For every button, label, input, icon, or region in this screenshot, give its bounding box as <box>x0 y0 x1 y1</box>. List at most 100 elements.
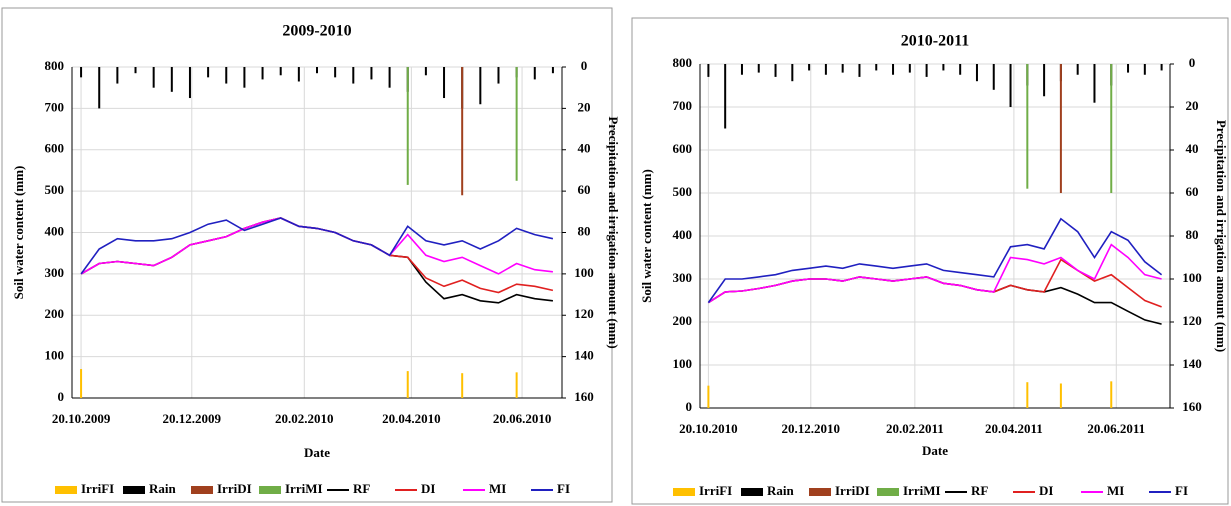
bar <box>757 64 760 73</box>
legend-label: IrriFI <box>699 483 732 498</box>
bar <box>841 64 844 73</box>
y2-axis-title: Precipitation and irrigation amount (mm) <box>606 116 621 348</box>
legend-label: IrriDI <box>217 481 252 496</box>
y2-tick-label: 160 <box>574 389 594 404</box>
y2-tick-label: 100 <box>574 265 594 280</box>
bar <box>1043 64 1046 97</box>
bar <box>1160 64 1163 71</box>
line-series <box>80 217 553 275</box>
y2-tick-label: 20 <box>578 99 591 114</box>
legend-label: RF <box>971 483 988 498</box>
y-tick-label: 700 <box>673 98 693 113</box>
y-tick-label: 400 <box>673 227 693 242</box>
bar <box>533 67 536 80</box>
y2-tick-label: 120 <box>574 306 594 321</box>
legend-swatch <box>55 486 77 494</box>
bar <box>316 67 318 74</box>
y-tick-label: 200 <box>673 313 693 328</box>
bar <box>207 67 210 78</box>
bar <box>461 67 464 196</box>
y2-axis-title: Precipitation and irrigation amount (mm) <box>1214 120 1229 352</box>
bar <box>942 64 945 71</box>
y2-tick-label: 140 <box>1182 356 1202 371</box>
bar <box>152 67 155 88</box>
y2-tick-label: 140 <box>574 348 594 363</box>
y-tick-label: 400 <box>45 223 65 238</box>
bar <box>116 67 119 84</box>
plot: 2010-2011 0 100 200 300 400 500 600 700 800 0 20 40 6… <box>639 33 1229 498</box>
legend-swatch <box>191 486 213 494</box>
x-axis-title: Date <box>304 445 330 460</box>
x-tick-label: 20.02.2011 <box>886 421 944 436</box>
panel-frame <box>631 17 1229 505</box>
bar <box>925 64 928 77</box>
x-tick-label: 20.02.2010 <box>275 411 334 426</box>
x-tick-label: 20.10.2009 <box>52 411 111 426</box>
bar <box>352 67 355 84</box>
bar <box>992 64 995 90</box>
bar <box>388 67 391 88</box>
legend-label: IrriDI <box>835 483 870 498</box>
bar <box>707 64 710 77</box>
bar <box>1009 64 1012 107</box>
bar <box>1076 64 1079 75</box>
bar <box>1059 383 1062 408</box>
bar <box>551 67 554 74</box>
x-tick-label: 20.12.2009 <box>163 411 222 426</box>
bar <box>1026 64 1029 189</box>
legend-swatch <box>673 488 695 496</box>
panel-frame <box>1 7 613 503</box>
y-tick-label: 500 <box>673 184 693 199</box>
bar <box>225 67 228 84</box>
x-tick-label: 20.12.2010 <box>782 421 841 436</box>
bar <box>80 67 83 78</box>
y2-tick-label: 120 <box>1182 313 1202 328</box>
bar <box>170 67 173 92</box>
legend-label: MI <box>489 481 506 496</box>
y2-tick-label: 80 <box>578 223 591 238</box>
y2-tick-label: 60 <box>1186 184 1199 199</box>
bar <box>497 67 500 84</box>
chart-title: 2009-2010 <box>282 23 351 40</box>
legend-swatch <box>123 486 145 494</box>
line-series <box>80 217 554 275</box>
bar <box>791 64 794 82</box>
legend-label: IrriMI <box>285 481 323 496</box>
y-axis-title: Soil water content (mm) <box>11 166 26 300</box>
x-tick-label: 20.10.2010 <box>679 421 738 436</box>
y-tick-label: 200 <box>45 306 65 321</box>
y-tick-label: 600 <box>45 141 65 156</box>
bar <box>875 64 878 71</box>
legend-label: RF <box>353 481 370 496</box>
bar <box>774 64 777 77</box>
bar <box>1093 64 1096 103</box>
line-series <box>707 217 1163 304</box>
bar <box>515 372 518 398</box>
y-tick-label: 300 <box>673 270 693 285</box>
legend-label: MI <box>1107 483 1124 498</box>
bar <box>1127 64 1130 73</box>
bar <box>908 64 911 73</box>
bar <box>892 64 895 75</box>
bar <box>243 67 246 88</box>
bar <box>1143 64 1146 75</box>
y-tick-label: 100 <box>673 356 693 371</box>
legend-label: FI <box>557 481 570 496</box>
legend-swatch <box>741 488 763 496</box>
bar <box>724 64 727 129</box>
bar <box>858 64 861 77</box>
bar <box>1059 64 1062 193</box>
bar <box>443 67 446 99</box>
y-tick-label: 700 <box>45 99 65 114</box>
y2-tick-label: 20 <box>1186 98 1199 113</box>
y2-tick-label: 40 <box>1186 141 1199 156</box>
bar <box>479 67 482 105</box>
bar <box>279 67 282 76</box>
bar <box>406 371 409 398</box>
bar <box>334 67 337 78</box>
y2-tick-label: 80 <box>1186 227 1199 242</box>
bar <box>406 67 409 185</box>
y2-tick-label: 100 <box>1182 270 1202 285</box>
line-series <box>80 217 553 304</box>
